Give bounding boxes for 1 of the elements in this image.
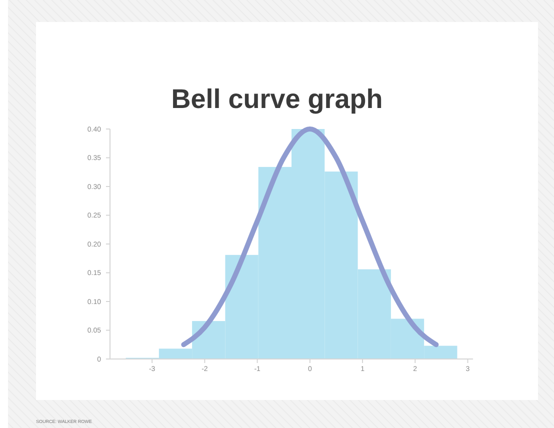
- chart-title: Bell curve graph: [171, 84, 383, 114]
